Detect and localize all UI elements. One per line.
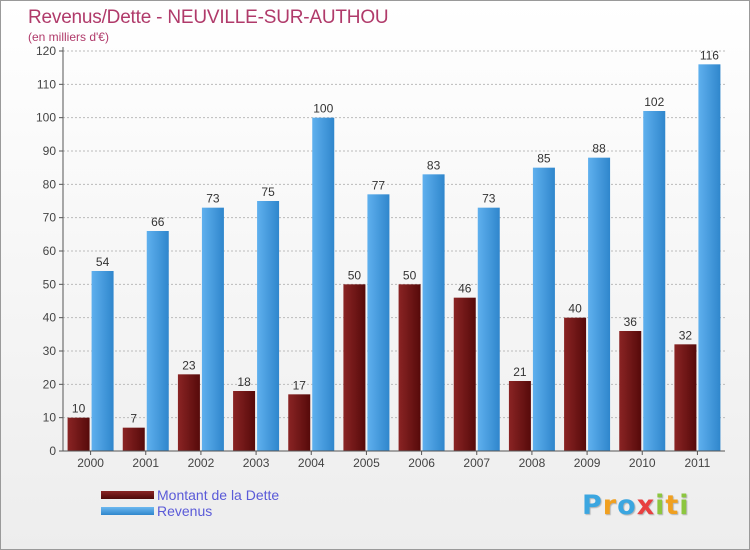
bar-revenus-2003 — [257, 201, 280, 451]
data-label-dette-2003: 18 — [237, 375, 251, 389]
x-tick-label: 2006 — [408, 456, 435, 470]
y-tick-label: 120 — [36, 44, 56, 58]
legend-swatch-dette — [101, 491, 154, 499]
bar-dette-2004 — [288, 394, 311, 451]
y-tick-label: 110 — [37, 77, 56, 91]
x-tick-label: 2007 — [463, 456, 490, 470]
data-label-revenus-2005: 77 — [372, 178, 386, 192]
data-label-dette-2005: 50 — [348, 268, 362, 282]
data-label-revenus-2008: 85 — [537, 152, 551, 166]
bar-dette-2010 — [619, 331, 642, 451]
data-label-revenus-2010: 102 — [644, 95, 664, 109]
y-tick-label: 90 — [43, 144, 57, 158]
bar-revenus-2002 — [201, 207, 224, 451]
y-tick-label: 80 — [43, 177, 57, 191]
data-label-dette-2000: 10 — [72, 402, 86, 416]
x-tick-label: 2008 — [519, 456, 546, 470]
chart-title: Revenus/Dette - NEUVILLE-SUR-AUTHOU — [28, 7, 389, 28]
legend-swatch-revenus — [101, 507, 154, 515]
y-tick-label: 0 — [49, 444, 56, 458]
logo-letter: o — [617, 490, 637, 521]
logo-letter: t — [665, 490, 680, 521]
x-tick-label: 2011 — [685, 456, 711, 470]
logo-letter: P — [582, 490, 603, 521]
x-tick-label: 2009 — [574, 456, 601, 470]
bar-dette-2007 — [453, 297, 476, 451]
x-tick-label: 2002 — [188, 456, 215, 470]
logo-letter: r — [602, 490, 618, 521]
data-label-revenus-2006: 83 — [427, 158, 441, 172]
y-tick-label: 50 — [43, 277, 57, 291]
bar-revenus-2009 — [588, 157, 611, 451]
data-label-revenus-2001: 66 — [151, 215, 165, 229]
bar-dette-2001 — [122, 427, 145, 451]
bar-dette-2006 — [398, 284, 421, 451]
x-tick-label: 2003 — [243, 456, 270, 470]
bar-revenus-2011 — [698, 64, 721, 452]
y-tick-label: 20 — [43, 377, 57, 391]
bar-revenus-2000 — [91, 271, 114, 451]
bar-revenus-2007 — [477, 207, 500, 451]
data-label-revenus-2007: 73 — [482, 192, 496, 206]
y-tick-label: 40 — [43, 311, 57, 325]
x-tick-label: 2000 — [77, 456, 104, 470]
logo-letter: x — [636, 490, 656, 521]
bar-dette-2005 — [343, 284, 366, 451]
data-label-dette-2001: 7 — [130, 412, 137, 426]
data-label-dette-2002: 23 — [182, 358, 196, 372]
logo-letter: i — [679, 490, 690, 521]
data-label-revenus-2002: 73 — [206, 192, 220, 206]
y-tick-label: 60 — [43, 244, 57, 258]
x-tick-label: 2005 — [353, 456, 380, 470]
data-label-dette-2008: 21 — [513, 365, 527, 379]
bar-revenus-2010 — [643, 111, 666, 451]
bar-dette-2003 — [233, 391, 256, 451]
bar-dette-2000 — [67, 417, 90, 451]
y-tick-label: 100 — [36, 111, 56, 125]
bar-revenus-2008 — [532, 167, 555, 451]
bar-revenus-2001 — [146, 231, 169, 451]
chart-subtitle: (en milliers d'€) — [28, 30, 109, 44]
bar-revenus-2005 — [367, 194, 390, 452]
bar-revenus-2006 — [422, 174, 445, 452]
bar-dette-2009 — [564, 317, 587, 451]
data-label-revenus-2000: 54 — [96, 255, 110, 269]
data-label-revenus-2003: 75 — [261, 185, 275, 199]
data-label-dette-2007: 46 — [458, 282, 472, 296]
legend-label-revenus: Revenus — [157, 503, 213, 519]
data-label-dette-2010: 36 — [624, 315, 638, 329]
logo-letter: i — [655, 490, 666, 521]
data-label-revenus-2009: 88 — [592, 142, 606, 156]
x-tick-label: 2001 — [132, 456, 159, 470]
data-label-revenus-2004: 100 — [313, 102, 333, 116]
data-label-dette-2006: 50 — [403, 268, 417, 282]
data-label-revenus-2011: 116 — [700, 48, 719, 62]
y-tick-label: 30 — [43, 344, 57, 358]
data-label-dette-2011: 32 — [679, 328, 693, 342]
bars: 10 54 7 66 23 73 18 75 17 100 50 77 50 83 46 73 21 85 40 88… — [67, 48, 721, 452]
data-label-dette-2009: 40 — [568, 302, 582, 316]
data-label-dette-2004: 17 — [293, 378, 307, 392]
y-tick-label: 10 — [43, 411, 57, 425]
bar-dette-2002 — [177, 374, 200, 451]
x-tick-label: 2010 — [629, 456, 656, 470]
bar-dette-2008 — [508, 381, 531, 451]
proxiti-logo: Proxiti — [582, 490, 690, 521]
x-tick-label: 2004 — [298, 456, 325, 470]
axes: 0 10 20 30 40 50 60 70 80 90 100 110 120 2000 2001 2002… — [36, 44, 725, 470]
bar-revenus-2004 — [312, 117, 335, 452]
bar-dette-2011 — [674, 344, 697, 451]
legend-label-dette: Montant de la Dette — [157, 487, 280, 503]
y-tick-label: 70 — [43, 211, 57, 225]
